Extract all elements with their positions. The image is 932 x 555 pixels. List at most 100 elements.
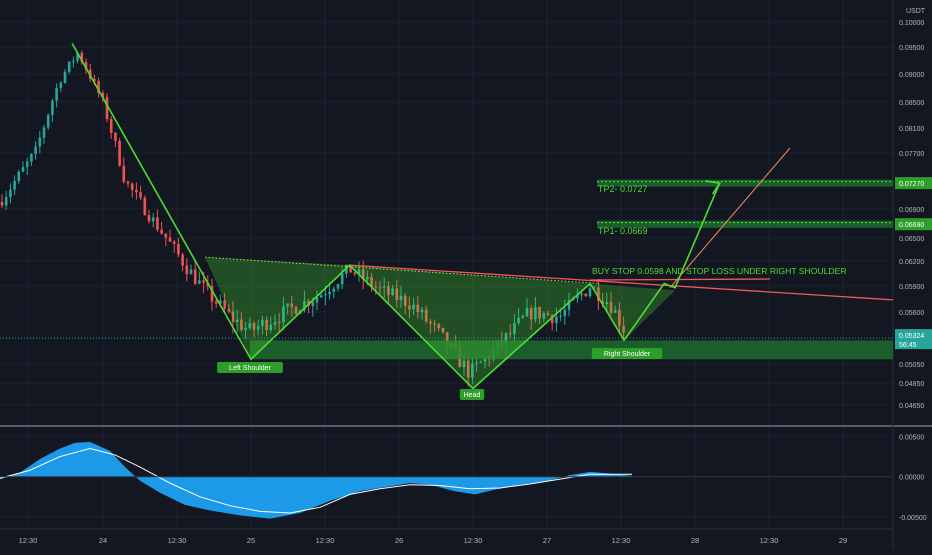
candle-body	[609, 302, 613, 313]
pattern-line[interactable]	[71, 43, 625, 390]
candle-body	[9, 189, 12, 197]
candle-body	[294, 307, 298, 314]
time-axis[interactable]: 12:30 24 12:30 25 12:30 26 12:30 27 12:30 28 12:30…	[19, 536, 848, 545]
candle-body	[72, 60, 75, 62]
left-shoulder-label: Left Shoulder	[217, 362, 283, 373]
candle-body	[118, 141, 121, 166]
candle-body	[261, 319, 264, 327]
candle-body	[265, 319, 268, 331]
x-tick-label: 12:30	[760, 536, 779, 545]
osc-tick-label: -0.00500	[899, 515, 927, 522]
candle-body	[328, 291, 331, 295]
candle-body	[584, 293, 588, 297]
candle-body	[382, 286, 386, 288]
candle-body	[34, 146, 37, 155]
head-label: Head	[459, 389, 485, 400]
zone-support	[250, 340, 893, 360]
candle-body	[361, 269, 365, 280]
x-tick-label: 12:30	[464, 536, 483, 545]
oscillator-area[interactable]	[0, 442, 632, 519]
candle-body	[403, 295, 407, 306]
candle-body	[550, 315, 554, 324]
x-tick-label: 24	[99, 536, 107, 545]
candle-body	[114, 132, 117, 142]
candle-body	[374, 286, 378, 288]
candle-body	[282, 306, 285, 323]
candle-body	[366, 276, 369, 280]
candle-body	[605, 302, 609, 305]
candle-body	[80, 52, 84, 62]
candle-body	[588, 288, 592, 297]
candle-body	[172, 241, 176, 244]
current-price-tag[interactable]: 0.05324	[899, 333, 924, 340]
y-tick-label: 0.07700	[899, 151, 924, 158]
neckline-dotted	[204, 256, 601, 284]
head-fill	[349, 265, 591, 389]
candle-body	[210, 286, 214, 302]
candle-body	[198, 280, 201, 284]
price-pane[interactable]: Left Shoulder Head Right Shoulder TP2- 0.07…	[0, 43, 894, 401]
candle-body	[408, 305, 411, 310]
candle-body	[429, 321, 432, 324]
candle-body	[336, 284, 340, 289]
candle-body	[618, 310, 621, 326]
candle-body	[424, 309, 428, 322]
x-tick-label: 12:30	[612, 536, 631, 545]
candle-body	[525, 308, 529, 317]
candle-body	[185, 265, 189, 275]
candle-body	[513, 322, 516, 334]
candle-body	[67, 61, 71, 72]
candle-body	[13, 181, 16, 190]
candle-body	[189, 269, 193, 275]
price-tag[interactable]: 0.07270	[899, 181, 924, 188]
price-axis[interactable]: USDT 0.10000 0.09500 0.09000 0.08500 0.08100 0…	[895, 8, 932, 522]
note-underline	[589, 278, 771, 281]
candle-body	[517, 317, 520, 323]
head-label-text: Head	[464, 392, 481, 399]
candle-body	[324, 294, 327, 296]
y-tick-label: 0.08500	[899, 100, 924, 107]
candle-body	[59, 82, 63, 89]
candle-body	[601, 301, 604, 305]
candle-body	[147, 215, 151, 222]
candle-body	[38, 137, 42, 147]
signal-line	[0, 447, 632, 514]
target-arrow-line[interactable]	[623, 182, 721, 341]
candle-body	[483, 357, 487, 362]
candle-body	[353, 272, 357, 274]
candle-body	[177, 243, 180, 255]
osc-tick-label: 0.00500	[899, 434, 924, 441]
candle-body	[521, 316, 525, 318]
buy-note: BUY STOP 0.0598 AND STOP LOSS UNDER RIGH…	[592, 266, 847, 276]
neckline[interactable]	[349, 264, 894, 301]
candle-body	[286, 303, 289, 307]
candle-body	[471, 363, 474, 378]
candle-body	[0, 202, 4, 206]
x-tick-label: 27	[543, 536, 551, 545]
candle-body	[143, 197, 147, 216]
candle-body	[135, 189, 138, 193]
x-tick-label: 12:30	[316, 536, 335, 545]
candle-body	[391, 288, 394, 295]
osc-tick-label: 0.00000	[899, 475, 924, 482]
x-tick-label: 12:30	[19, 536, 38, 545]
y-tick-label: 0.09500	[899, 45, 924, 52]
price-tag[interactable]: 0.06690	[899, 222, 924, 229]
shoulder-fill	[205, 257, 350, 360]
price-tag-bg	[895, 218, 932, 231]
candle-body	[193, 269, 197, 284]
right-shoulder-label-text: Right Shoulder	[604, 351, 651, 358]
candle-body	[416, 304, 420, 313]
candle-body	[563, 309, 567, 316]
y-tick-label: 0.06200	[899, 259, 924, 266]
oscillator-pane[interactable]	[0, 442, 893, 519]
candle-body	[4, 196, 8, 206]
right-shoulder-label: Right Shoulder	[591, 348, 663, 359]
x-tick-label: 12:30	[168, 536, 187, 545]
candle-body	[181, 254, 184, 266]
candle-body	[160, 229, 163, 234]
candle-body	[51, 100, 54, 115]
candle-body	[504, 333, 508, 345]
